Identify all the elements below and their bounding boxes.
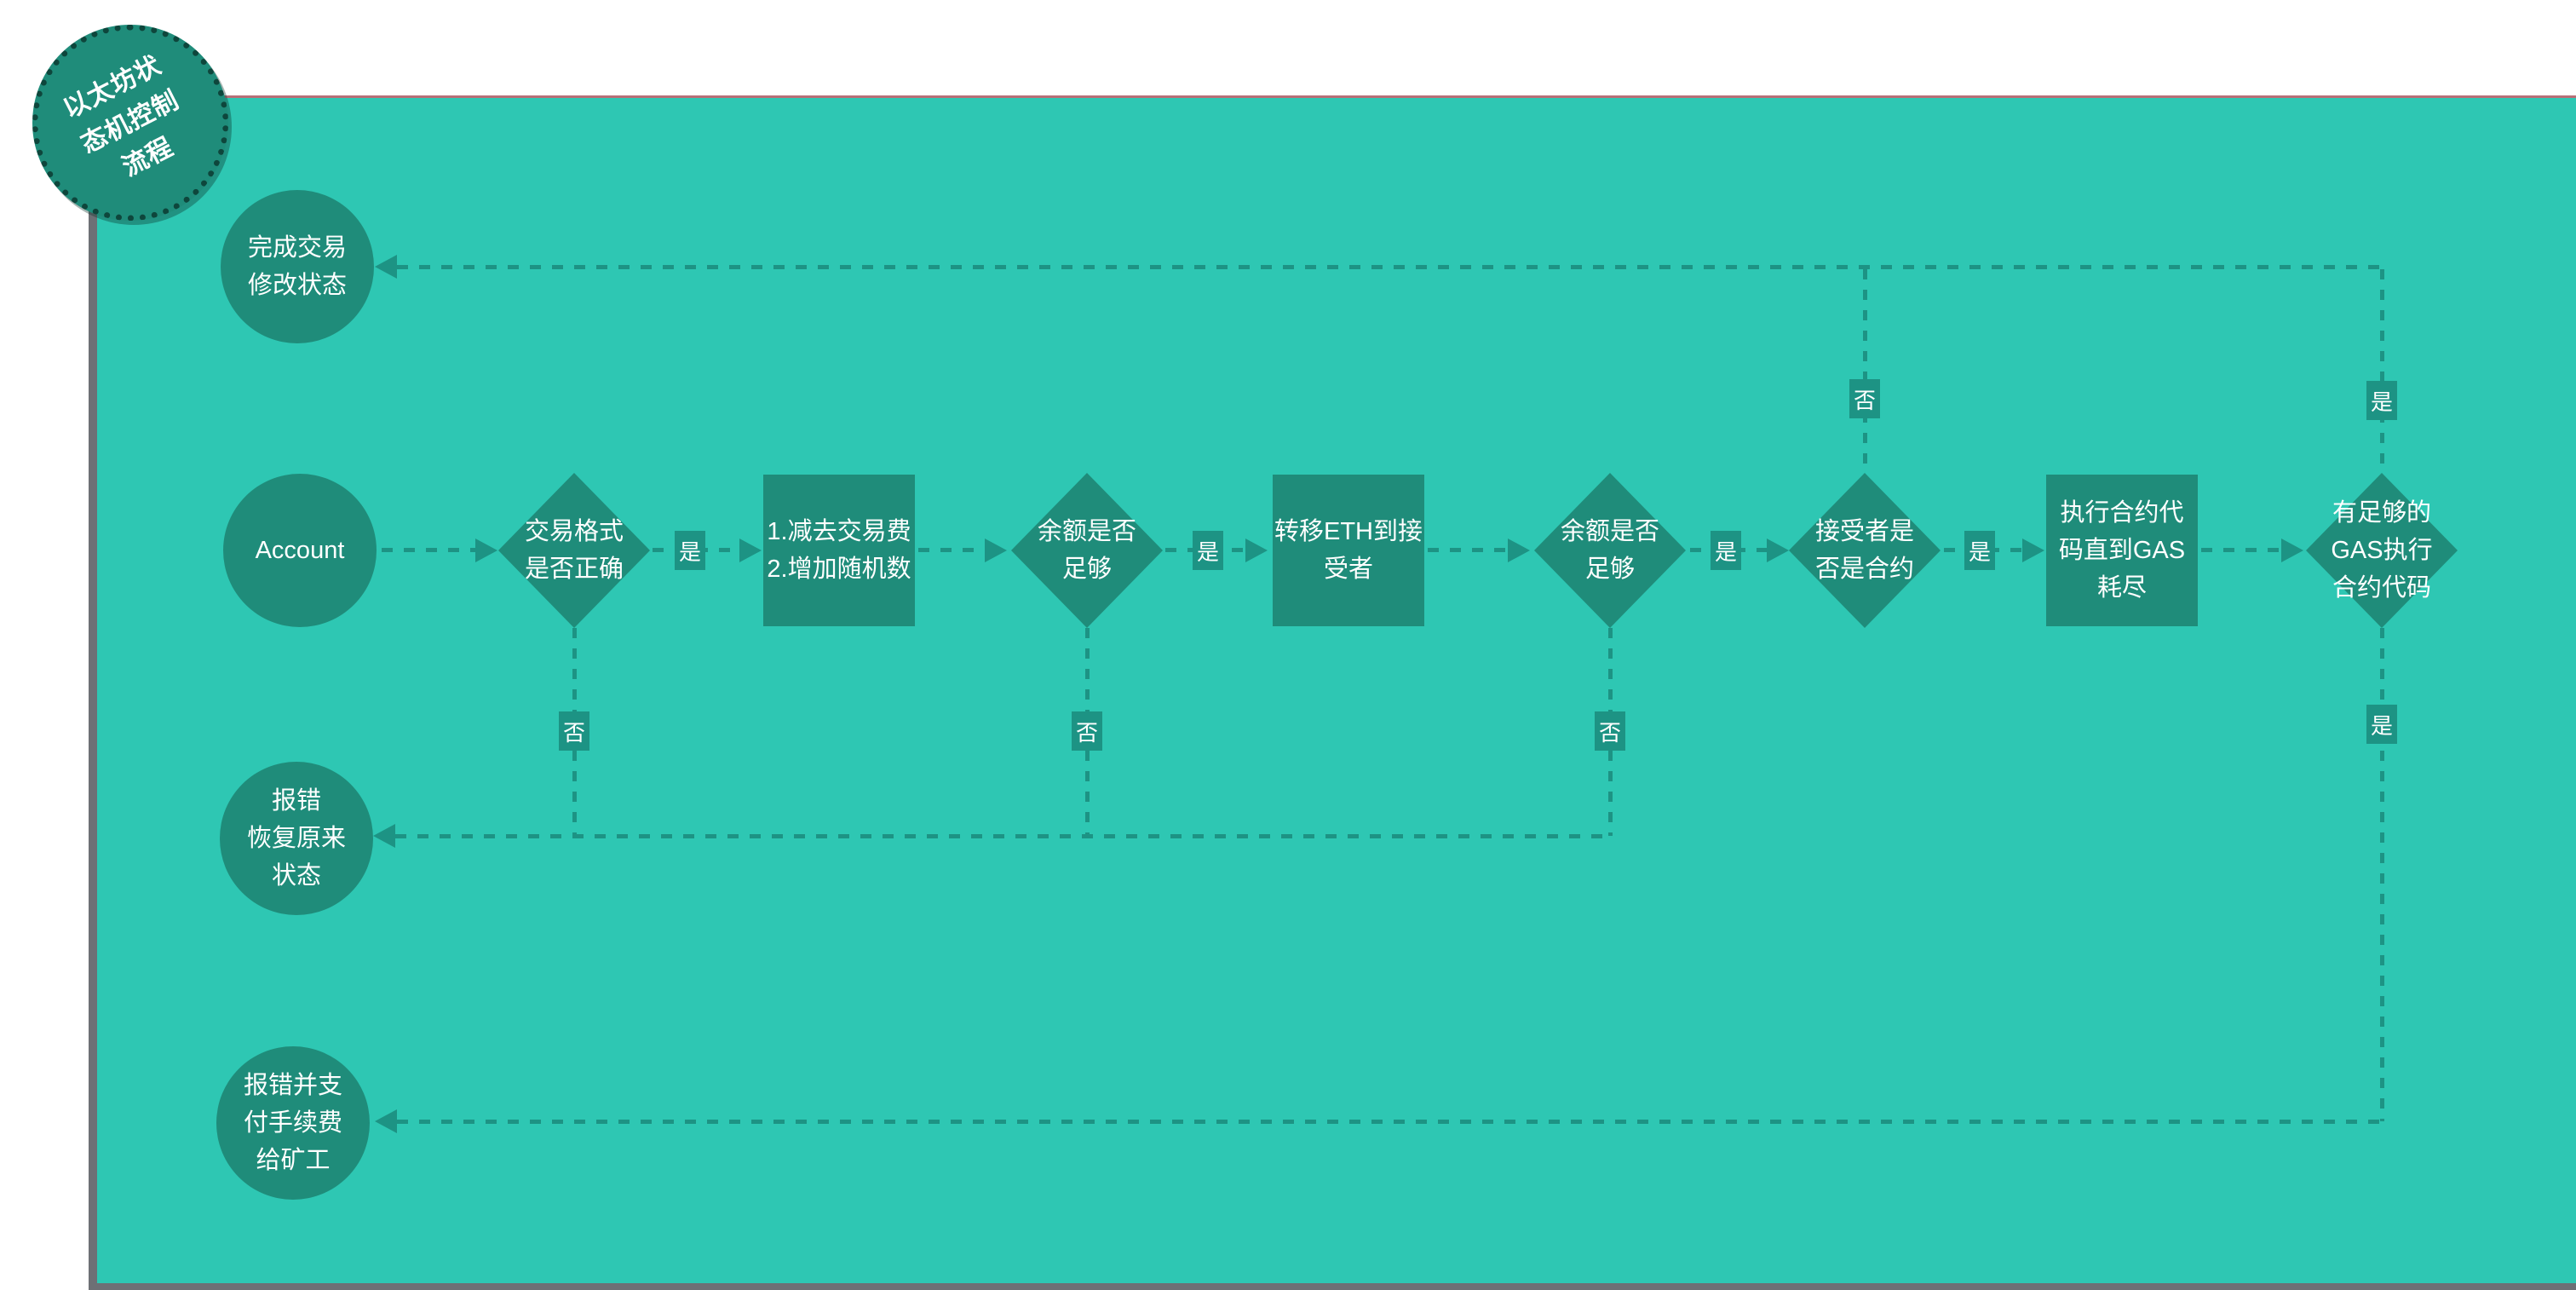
node-text-line: GAS执行 [2331, 537, 2433, 564]
arrowhead-r3 [2022, 538, 2044, 562]
node-text-line: 2.增加随机数 [767, 556, 911, 583]
node-process-transfer-eth[interactable]: 转移ETH到接 受者 [1273, 475, 1424, 626]
arrowhead-d4 [1767, 538, 1789, 562]
node-text-line: 完成交易 [247, 234, 347, 262]
node-text-line: 接受者是 [1814, 518, 1914, 545]
node-text-line: 恢复原来 [246, 825, 346, 852]
diagram-title: 以太坊状 态机控制 流程 [56, 46, 204, 199]
edge-return-mid [395, 834, 1613, 838]
node-text-line: 执行合约代 [2060, 499, 2184, 527]
edge-d4-no-up [1863, 269, 1867, 474]
edge-d5-yes-up [2380, 269, 2384, 473]
node-text-line: 耗尽 [2096, 574, 2147, 602]
node-text-line: 余额是否 [1037, 518, 1136, 545]
node-text-line: Account [255, 537, 345, 564]
tag-text: 是 [1196, 538, 1219, 565]
tag-no-d3: 否 [1595, 711, 1625, 751]
node-text-line: 码直到GAS [2058, 537, 2186, 564]
tag-text: 否 [562, 719, 585, 746]
node-decision-balance-1[interactable]: 余额是否 足够 [1011, 473, 1163, 628]
node-text-line: 交易格式 [524, 518, 624, 545]
node-text-line: 否是合约 [1814, 556, 1914, 583]
arrowhead-to-done [375, 255, 397, 279]
tag-yes-d5-up: 是 [2366, 381, 2397, 420]
flowchart-canvas [89, 95, 2576, 1290]
tag-text: 否 [1075, 719, 1098, 746]
node-text-line: 报错并支 [243, 1072, 342, 1099]
node-text-line: 付手续费 [243, 1109, 342, 1137]
node-text-line: 报错 [271, 787, 321, 815]
node-decision-enough-gas[interactable]: 有足够的 GAS执行 合约代码 [2306, 473, 2458, 628]
tag-text: 是 [2370, 389, 2393, 415]
node-account[interactable]: Account [223, 474, 377, 627]
node-decision-tx-format[interactable]: 交易格式 是否正确 [498, 473, 650, 628]
node-text-line: 是否正确 [524, 556, 624, 583]
tag-no-d1: 否 [559, 711, 589, 751]
node-text-line: 合约代码 [2332, 574, 2431, 602]
edge-r2-d3 [1428, 548, 1509, 552]
arrowhead-d3 [1508, 538, 1530, 562]
tag-yes-d4: 是 [1964, 531, 1995, 570]
node-complete-transaction[interactable]: 完成交易 修改状态 [221, 190, 374, 343]
title-stamp-badge: 以太坊状 态机控制 流程 [32, 25, 228, 221]
tag-no-d2: 否 [1072, 711, 1102, 751]
tag-text: 否 [1853, 387, 1876, 413]
arrowhead-d5 [2281, 538, 2303, 562]
node-text-line: 状态 [271, 862, 321, 890]
arrowhead-r2 [1245, 538, 1268, 562]
tag-yes-d2: 是 [1193, 531, 1223, 570]
tag-text: 是 [2370, 712, 2393, 739]
edge-return-top [397, 265, 2384, 269]
node-process-run-contract[interactable]: 执行合约代 码直到GAS 耗尽 [2046, 475, 2198, 626]
node-text-line: 余额是否 [1560, 518, 1659, 545]
tag-text: 是 [678, 538, 701, 565]
node-error-pay-fee[interactable]: 报错并支 付手续费 给矿工 [216, 1046, 370, 1200]
node-text-line: 受者 [1323, 556, 1373, 583]
tag-text: 是 [1714, 538, 1737, 565]
arrowhead-to-error [373, 824, 395, 848]
tag-yes-d3: 是 [1711, 531, 1741, 570]
tag-no-d4-up: 否 [1849, 379, 1880, 418]
edge-account-d1 [382, 548, 475, 552]
tag-text: 否 [1598, 719, 1621, 746]
tag-yes-d5-down: 是 [2366, 705, 2397, 744]
edge-return-bottom [397, 1120, 2384, 1124]
arrowhead-d2 [985, 538, 1007, 562]
arrowhead-d1 [475, 538, 497, 562]
node-decision-is-contract[interactable]: 接受者是 否是合约 [1789, 473, 1941, 628]
edge-r3-d5 [2201, 548, 2283, 552]
edge-d5-yes-down [2380, 628, 2384, 1121]
arrowhead-to-fee [375, 1109, 397, 1133]
tag-text: 是 [1968, 538, 1991, 565]
arrowhead-r1 [739, 538, 762, 562]
node-text-line: 给矿工 [256, 1147, 331, 1174]
node-text-line: 有足够的 [2332, 499, 2431, 527]
node-text-line: 足够 [1061, 556, 1112, 583]
node-decision-balance-2[interactable]: 余额是否 足够 [1534, 473, 1686, 628]
edge-r1-d2 [918, 548, 986, 552]
node-text-line: 足够 [1584, 556, 1635, 583]
node-text-line: 1.减去交易费 [767, 518, 911, 545]
node-text-line: 修改状态 [247, 272, 347, 299]
node-text-line: 转移ETH到接 [1274, 518, 1423, 545]
tag-yes-d1: 是 [675, 531, 705, 570]
node-process-deduct-fee[interactable]: 1.减去交易费 2.增加随机数 [763, 475, 915, 626]
node-error-restore[interactable]: 报错 恢复原来 状态 [220, 762, 373, 915]
